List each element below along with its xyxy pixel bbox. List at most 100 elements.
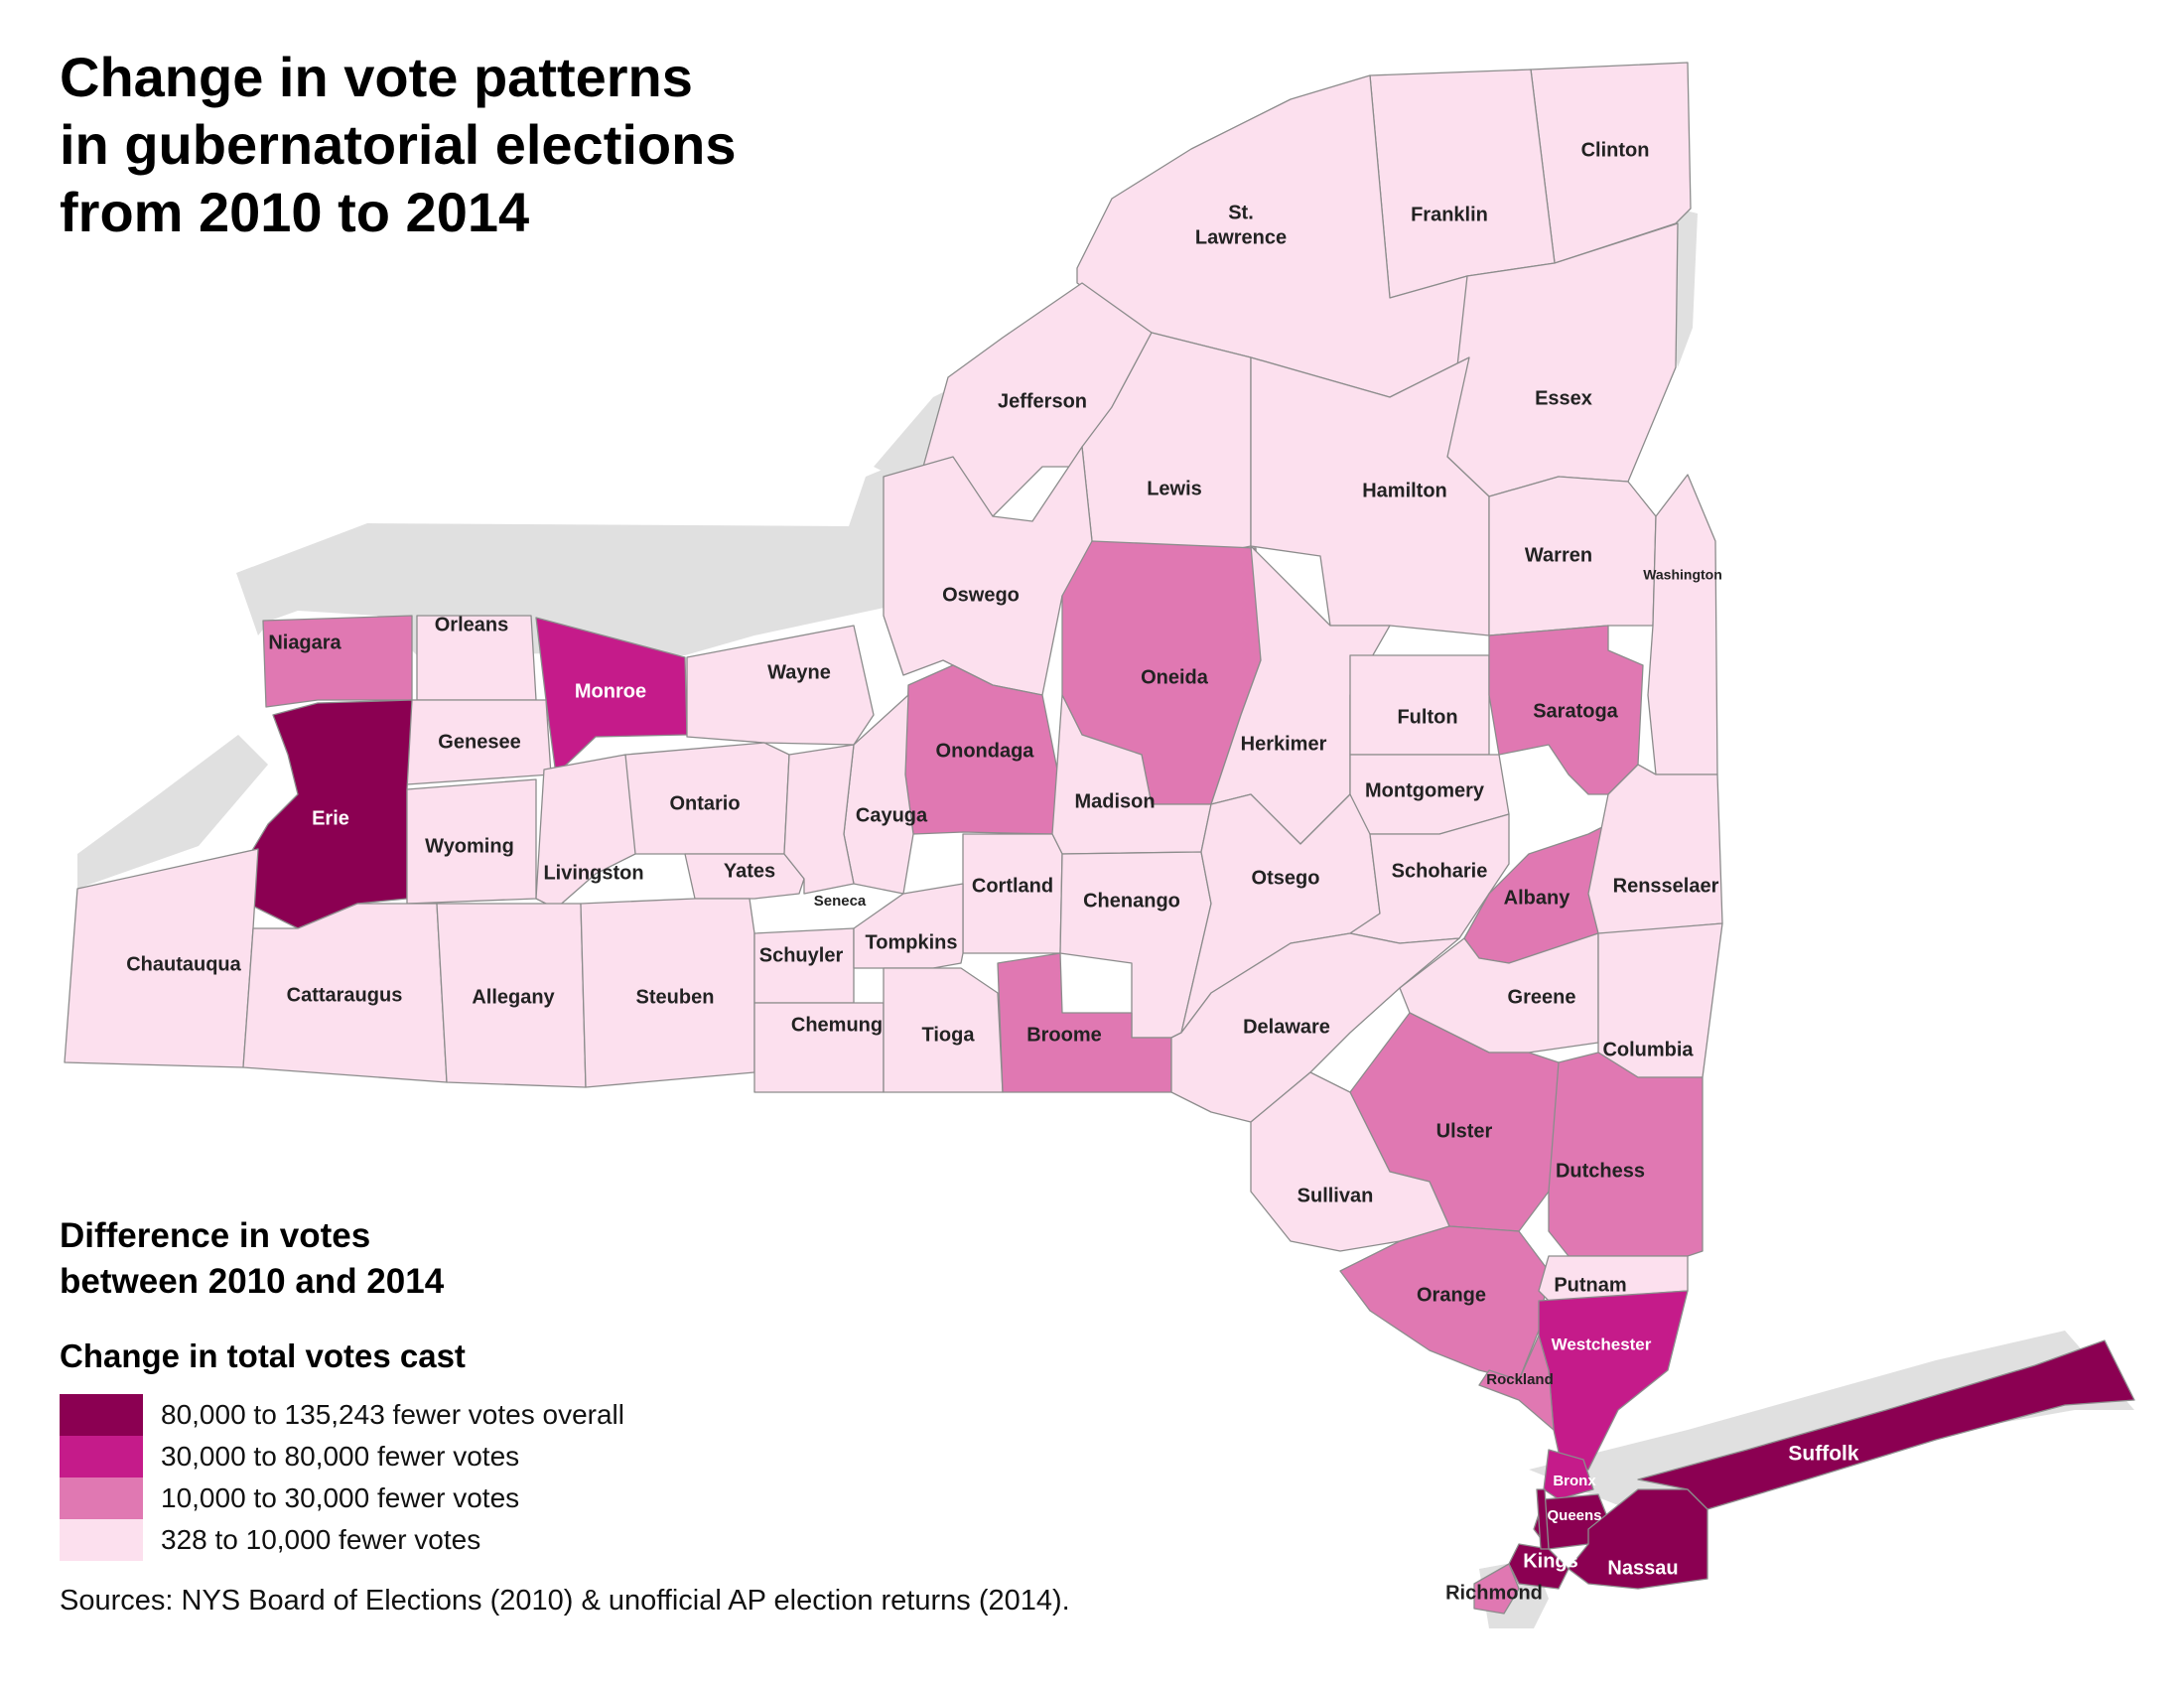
lake-ontario: [236, 427, 993, 655]
county-nassau: [1568, 1488, 1708, 1590]
label-wyoming: Wyoming: [425, 835, 514, 857]
label-saratoga: Saratoga: [1533, 700, 1618, 722]
label-orange: Orange: [1417, 1284, 1486, 1306]
legend-label: 80,000 to 135,243 fewer votes overall: [161, 1399, 624, 1430]
label-queens: Queens: [1547, 1507, 1601, 1524]
legend-item: 10,000 to 30,000 fewer votes: [60, 1477, 624, 1519]
county-cattaraugus: [242, 903, 448, 1083]
legend-item: 80,000 to 135,243 fewer votes overall: [60, 1394, 624, 1436]
label-franklin: Franklin: [1411, 204, 1488, 225]
title-line-3: from 2010 to 2014: [60, 181, 530, 243]
label-jefferson: Jefferson: [998, 390, 1087, 412]
county-labels: Clinton Franklin St. Lawrence Essex Jefferson…: [126, 139, 1859, 1604]
county-richmond: [1473, 1563, 1520, 1615]
label-cattaraugus: Cattaraugus: [287, 984, 403, 1006]
label-erie: Erie: [312, 807, 349, 829]
legend-label: 328 to 10,000 fewer votes: [161, 1524, 481, 1555]
county-rockland: [1478, 1335, 1555, 1431]
county-dutchess: [1548, 1052, 1704, 1257]
label-onondaga: Onondaga: [936, 740, 1035, 762]
label-washington: Washington: [1643, 567, 1722, 583]
label-allegany: Allegany: [472, 986, 555, 1008]
label-tompkins: Tompkins: [866, 931, 958, 953]
water-areas: [77, 209, 2134, 1628]
label-sullivan: Sullivan: [1297, 1185, 1374, 1206]
county-schuyler: [753, 927, 855, 1004]
county-franklin: [1369, 69, 1556, 299]
map-title: Change in vote patterns in gubernatorial…: [60, 44, 953, 246]
legend-swatch-darkest: [60, 1394, 143, 1436]
county-seneca: [783, 744, 855, 895]
label-kings: Kings: [1523, 1550, 1578, 1572]
legend-item: 30,000 to 80,000 fewer votes: [60, 1436, 624, 1477]
label-madison: Madison: [1074, 790, 1155, 812]
county-niagara: [262, 615, 413, 708]
label-albany: Albany: [1504, 887, 1571, 909]
label-montgomery: Montgomery: [1365, 779, 1485, 801]
li-sound-water: [1529, 1331, 2134, 1509]
label-steuben: Steuben: [636, 986, 715, 1008]
label-chemung: Chemung: [791, 1014, 883, 1036]
label-essex: Essex: [1535, 387, 1592, 409]
label-yates: Yates: [724, 860, 775, 882]
county-saratoga: [1488, 625, 1644, 795]
label-bronx: Bronx: [1553, 1473, 1596, 1489]
legend-subheading: Change in total votes cast: [60, 1337, 466, 1374]
label-ulster: Ulster: [1436, 1120, 1493, 1142]
county-tompkins: [853, 883, 964, 969]
label-hamilton: Hamilton: [1362, 480, 1447, 501]
label-orleans: Orleans: [435, 614, 508, 635]
label-schuyler: Schuyler: [759, 944, 844, 966]
label-rockland: Rockland: [1486, 1371, 1554, 1388]
county-bronx: [1543, 1449, 1594, 1500]
label-oneida: Oneida: [1141, 666, 1209, 688]
label-fulton: Fulton: [1397, 706, 1457, 728]
label-lewis: Lewis: [1147, 478, 1202, 499]
county-new-york: [1536, 1488, 1550, 1550]
label-otsego: Otsego: [1252, 867, 1320, 889]
label-nassau: Nassau: [1607, 1557, 1678, 1579]
label-chautauqua: Chautauqua: [126, 953, 241, 975]
title-line-2: in gubernatorial elections: [60, 113, 737, 176]
label-schoharie: Schoharie: [1392, 860, 1488, 882]
legend: 80,000 to 135,243 fewer votes overall 30…: [60, 1394, 624, 1561]
label-cayuga: Cayuga: [856, 804, 928, 826]
label-livingston: Livingston: [543, 862, 643, 884]
legend-swatch-medium: [60, 1477, 143, 1519]
label-oswego: Oswego: [942, 584, 1020, 606]
label-seneca: Seneca: [814, 893, 867, 910]
title-line-1: Change in vote patterns: [60, 46, 693, 108]
legend-heading-line-2: between 2010 and 2014: [60, 1262, 445, 1301]
county-livingston: [535, 754, 636, 910]
label-monroe: Monroe: [575, 680, 646, 702]
label-clinton: Clinton: [1581, 139, 1650, 161]
label-richmond: Richmond: [1445, 1582, 1543, 1604]
label-warren: Warren: [1525, 544, 1592, 566]
source-note: Sources: NYS Board of Elections (2010) &…: [60, 1585, 1070, 1617]
label-wayne: Wayne: [767, 661, 831, 683]
legend-heading-line-1: Difference in votes: [60, 1216, 371, 1255]
label-broome: Broome: [1026, 1024, 1102, 1046]
label-dutchess: Dutchess: [1556, 1160, 1645, 1182]
label-suffolk: Suffolk: [1788, 1443, 1858, 1466]
label-niagara: Niagara: [268, 632, 341, 653]
label-herkimer: Herkimer: [1241, 733, 1327, 755]
label-tioga: Tioga: [922, 1024, 976, 1046]
county-delaware: [1170, 932, 1460, 1123]
legend-swatch-light: [60, 1519, 143, 1561]
county-broome: [997, 952, 1172, 1093]
county-suffolk: [1637, 1339, 2135, 1510]
label-genesee: Genesee: [438, 731, 520, 753]
county-fulton: [1349, 654, 1490, 756]
label-columbia: Columbia: [1602, 1039, 1694, 1060]
label-chenango: Chenango: [1083, 890, 1180, 912]
legend-swatch-dark: [60, 1436, 143, 1477]
county-washington: [1647, 474, 1718, 775]
county-schoharie: [1349, 813, 1510, 944]
label-putnam: Putnam: [1554, 1274, 1626, 1296]
label-greene: Greene: [1508, 986, 1576, 1008]
legend-heading: Difference in votes between 2010 and 201…: [60, 1213, 444, 1305]
legend-item: 328 to 10,000 fewer votes: [60, 1519, 624, 1561]
label-ontario: Ontario: [669, 792, 740, 814]
